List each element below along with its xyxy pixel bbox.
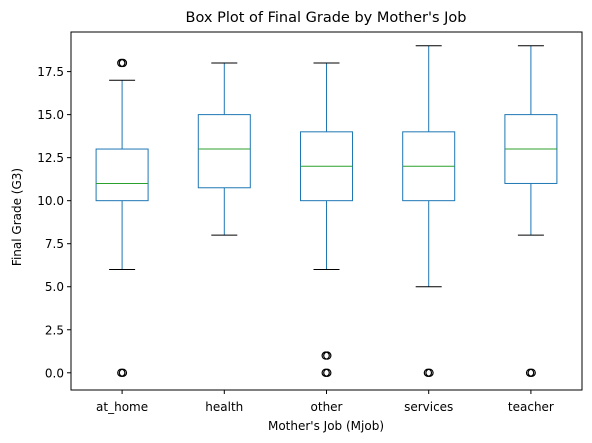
x-tick-label: at_home <box>96 400 148 414</box>
outlier-point <box>323 351 332 360</box>
x-tick-label: services <box>404 400 453 414</box>
y-tick-label: 12.5 <box>37 151 64 165</box>
y-tick-label: 5.0 <box>45 280 64 294</box>
y-tick-label: 2.5 <box>45 323 64 337</box>
y-tick-label: 7.5 <box>45 237 64 251</box>
box-iqr <box>197 114 251 189</box>
y-tick-label: 15.0 <box>37 108 64 122</box>
x-tick-label: other <box>311 400 343 414</box>
y-tick-label: 0.0 <box>45 366 64 380</box>
outlier-point <box>323 368 332 377</box>
chart-title: Box Plot of Final Grade by Mother's Job <box>186 10 467 26</box>
x-tick-label: health <box>205 400 243 414</box>
y-tick-label: 17.5 <box>37 65 64 79</box>
y-axis-label: Final Grade (G3) <box>10 168 24 266</box>
plot-area: 0.0 2.5 5.0 7.5 10.0 12.5 15.0 17.5 at_home healt… <box>37 31 583 414</box>
outlier-point <box>425 368 434 377</box>
box-iqr <box>95 148 149 202</box>
y-tick-label: 10.0 <box>37 194 64 208</box>
outlier-point <box>118 368 128 377</box>
x-tick-label: teacher <box>508 400 554 414</box>
x-axis-label: Mother's Job (Mjob) <box>268 419 384 433</box>
outlier-point <box>118 58 128 68</box>
outlier-point <box>527 368 536 377</box>
